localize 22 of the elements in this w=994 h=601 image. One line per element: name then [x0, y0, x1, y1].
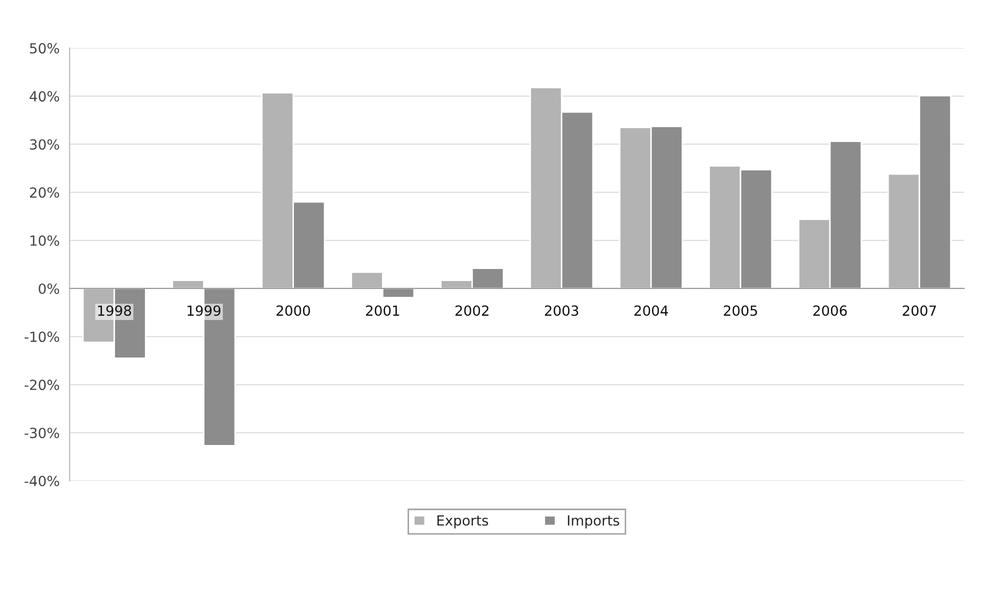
- legend-label: Exports: [437, 515, 488, 528]
- x-tick-label: 2006: [813, 305, 847, 316]
- y-tick-label: 50%: [30, 43, 60, 54]
- y-tick-label: -40%: [24, 476, 60, 486]
- x-tick-label: 2002: [455, 305, 488, 316]
- y-tick-label: -20%: [24, 380, 60, 390]
- x-tick-label: 1999: [188, 305, 220, 316]
- x-tick-label: 2004: [634, 305, 668, 316]
- y-tick-label: 20%: [30, 187, 60, 198]
- y-tick-label: 0%: [38, 283, 60, 294]
- y-tick-label: -30%: [24, 428, 60, 438]
- y-tick-label: 30%: [30, 139, 60, 150]
- x-tick-label: 1998: [98, 305, 132, 316]
- x-tick-label: 2001: [366, 305, 400, 316]
- y-tick-label: 40%: [30, 91, 60, 102]
- legend-label: Imports: [568, 515, 620, 528]
- x-tick-label: 2003: [544, 305, 578, 316]
- x-tick-label: 2000: [276, 305, 310, 316]
- y-tick-label: 10%: [30, 235, 60, 246]
- y-tick-label: -10%: [24, 332, 60, 342]
- x-tick-label: 2005: [724, 305, 757, 316]
- x-tick-label: 2007: [902, 305, 936, 316]
